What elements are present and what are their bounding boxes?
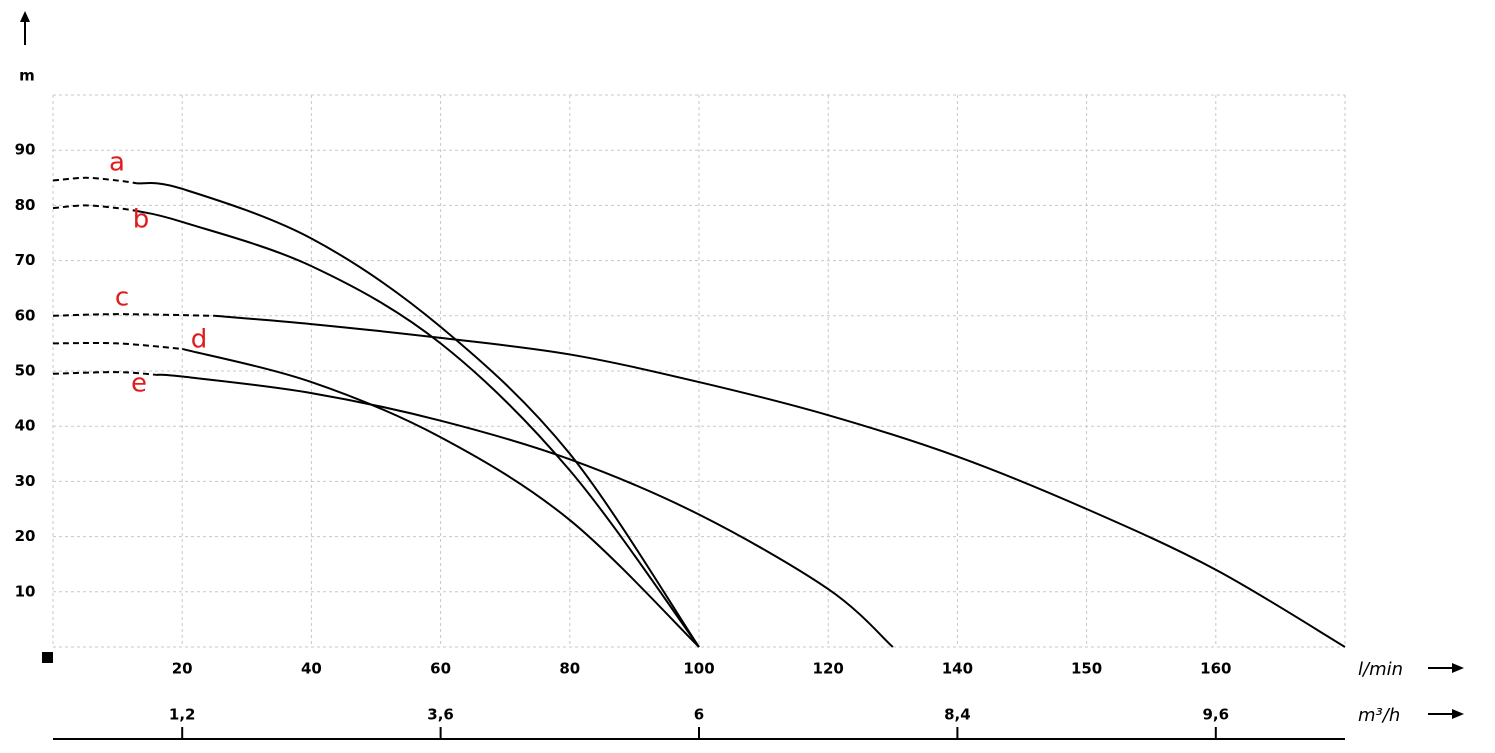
x2-tick-label: 8,4: [944, 706, 971, 724]
x-tick-label: 140: [942, 660, 973, 678]
x2-axis-arrow-head: [1452, 709, 1464, 719]
x2-tick-label: 3,6: [427, 706, 454, 724]
y-tick-label: 50: [15, 362, 36, 380]
x-axis-arrow-head: [1452, 663, 1464, 673]
x-tick-label: 120: [813, 660, 844, 678]
x2-axis-label: m³/h: [1358, 705, 1400, 726]
x2-tick-label: 9,6: [1203, 706, 1230, 724]
curve-dashed: [52, 313, 215, 317]
curve-name: c: [115, 283, 129, 313]
y-tick-label: 70: [15, 251, 36, 269]
x-tick-label: 40: [301, 660, 322, 678]
x-tick-label: 150: [1071, 660, 1102, 678]
origin-marker: [42, 652, 53, 663]
x-tick-label: 160: [1200, 660, 1231, 678]
curve-dashed: [52, 204, 138, 212]
y-axis-arrow-head: [20, 11, 30, 22]
y-tick-label: 80: [15, 196, 36, 214]
x-tick-label: 100: [683, 660, 714, 678]
y-tick-label: 60: [15, 306, 36, 324]
y-tick-label: 40: [15, 417, 36, 435]
curve-dashed: [52, 371, 157, 376]
curve-name: b: [133, 205, 150, 235]
curve-dashed: [52, 176, 138, 185]
curve: [214, 314, 1346, 648]
x-tick-label: 60: [430, 660, 451, 678]
curve: [136, 181, 700, 648]
x2-tick-label: 1,2: [169, 706, 196, 724]
y-axis-label: m: [19, 67, 35, 85]
x-tick-label: 20: [172, 660, 193, 678]
curve: [136, 209, 700, 648]
x-tick-label: 80: [559, 660, 580, 678]
y-tick-label: 90: [15, 141, 36, 159]
curve: [181, 347, 700, 648]
y-tick-label: 30: [15, 472, 36, 490]
x-axis-label: l/min: [1358, 659, 1403, 680]
curve-name: a: [109, 148, 125, 178]
y-tick-label: 10: [15, 582, 36, 600]
x2-tick-label: 6: [694, 706, 704, 724]
curve: [156, 373, 894, 648]
curve-name: d: [191, 325, 208, 355]
curve-dashed: [52, 341, 183, 350]
y-tick-label: 20: [15, 527, 36, 545]
curve-name: e: [131, 369, 147, 399]
